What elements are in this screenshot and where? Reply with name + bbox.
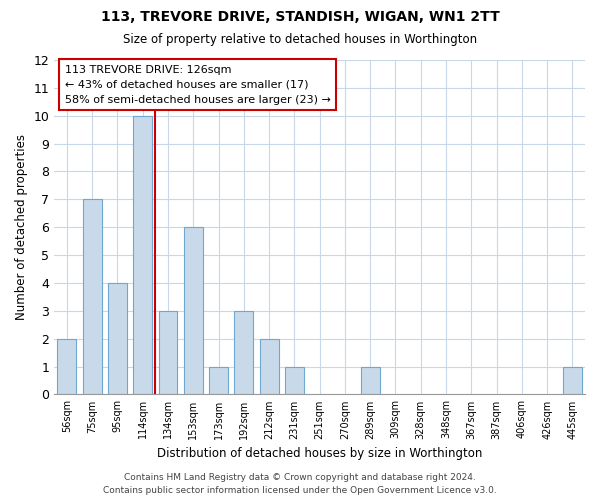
Bar [209, 366, 228, 394]
Bar [83, 200, 101, 394]
Text: 113 TREVORE DRIVE: 126sqm
← 43% of detached houses are smaller (17)
58% of semi-: 113 TREVORE DRIVE: 126sqm ← 43% of detac… [65, 65, 331, 104]
Text: Contains HM Land Registry data © Crown copyright and database right 2024.
Contai: Contains HM Land Registry data © Crown c… [103, 474, 497, 495]
X-axis label: Distribution of detached houses by size in Worthington: Distribution of detached houses by size … [157, 447, 482, 460]
Bar [260, 338, 278, 394]
Bar [58, 338, 76, 394]
Bar [133, 116, 152, 394]
Bar [361, 366, 380, 394]
Text: 113, TREVORE DRIVE, STANDISH, WIGAN, WN1 2TT: 113, TREVORE DRIVE, STANDISH, WIGAN, WN1… [101, 10, 499, 24]
Y-axis label: Number of detached properties: Number of detached properties [15, 134, 28, 320]
Bar [235, 311, 253, 394]
Bar [158, 311, 178, 394]
Text: Size of property relative to detached houses in Worthington: Size of property relative to detached ho… [123, 32, 477, 46]
Bar [285, 366, 304, 394]
Bar [184, 227, 203, 394]
Bar [108, 283, 127, 395]
Bar [563, 366, 582, 394]
